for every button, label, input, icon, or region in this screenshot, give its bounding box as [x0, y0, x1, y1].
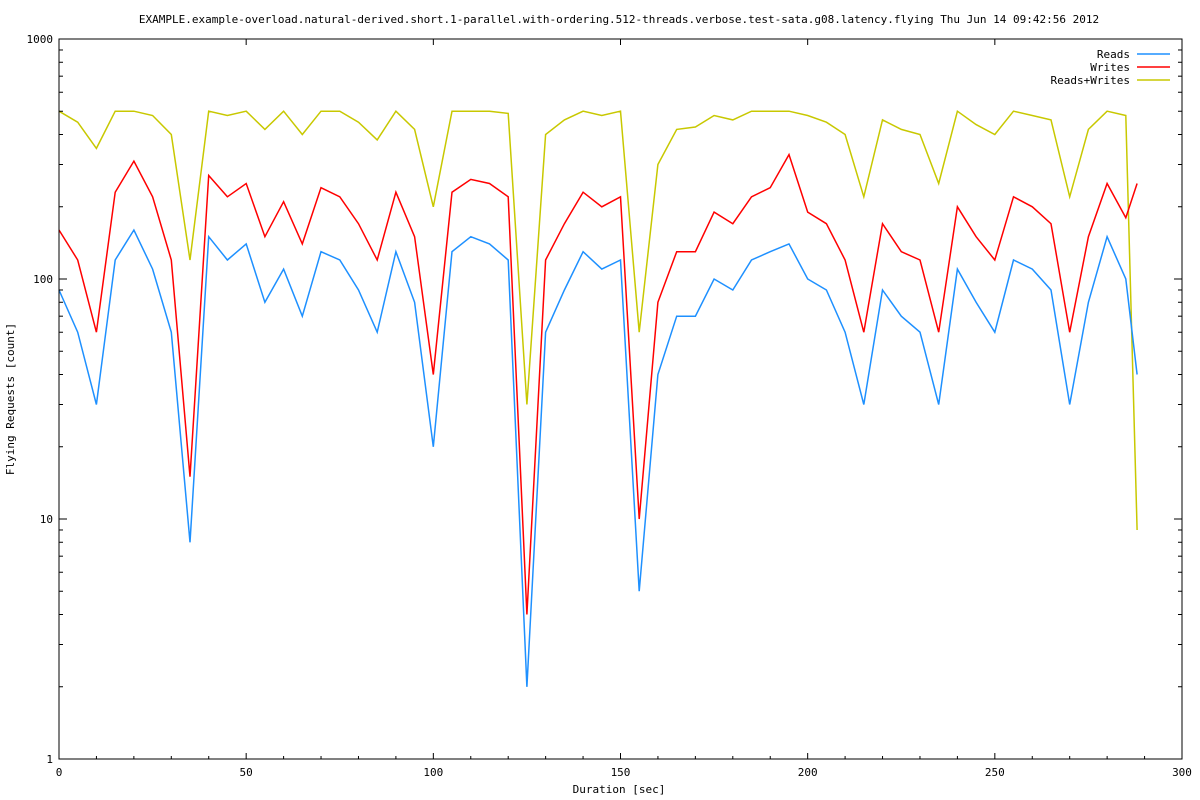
- y-axis: 1 10 100 1000: [27, 33, 1182, 766]
- x-tick-label: 0: [56, 766, 63, 779]
- x-tick-label: 200: [798, 766, 818, 779]
- chart-title: EXAMPLE.example-overload.natural-derived…: [139, 13, 1099, 26]
- x-tick-label: 150: [611, 766, 631, 779]
- y-tick-label: 1: [46, 753, 53, 766]
- plot-frame: [58, 38, 1183, 760]
- series-line-reads: [58, 228, 1138, 687]
- x-axis: 0 50 100 150 200 250 300: [56, 39, 1192, 779]
- y-tick-label: 10: [40, 513, 53, 526]
- x-tick-label: 300: [1172, 766, 1192, 779]
- y-tick-label: 1000: [27, 33, 54, 46]
- legend-label: Writes: [1090, 61, 1130, 74]
- x-tick-label: 100: [423, 766, 443, 779]
- legend-label: Reads: [1097, 48, 1130, 61]
- y-axis-label: Flying Requests [count]: [4, 323, 17, 475]
- series-line-reads-writes: [58, 109, 1138, 531]
- plot-area: [58, 109, 1138, 687]
- y-tick-label: 100: [33, 273, 53, 286]
- x-axis-label: Duration [sec]: [573, 783, 666, 796]
- legend-label: Reads+Writes: [1051, 74, 1130, 87]
- series-line-writes: [58, 152, 1138, 615]
- x-tick-label: 250: [985, 766, 1005, 779]
- x-tick-label: 50: [240, 766, 253, 779]
